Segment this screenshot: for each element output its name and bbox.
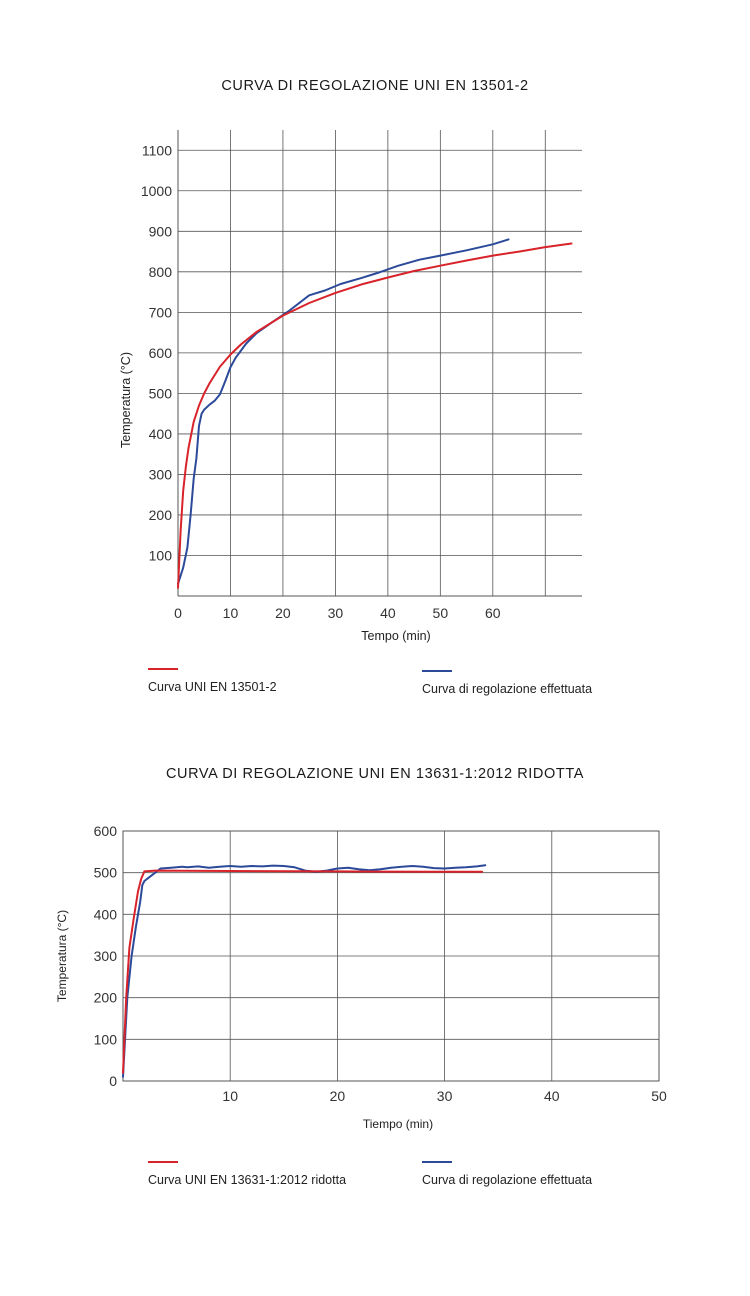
x-tick-label: 60 xyxy=(485,605,501,621)
chart-title: CURVA DI REGOLAZIONE UNI EN 13631-1:2012… xyxy=(165,766,584,782)
y-tick-label: 200 xyxy=(94,990,118,1006)
x-tick-label: 30 xyxy=(437,1088,453,1104)
x-tick-label: 0 xyxy=(174,605,182,621)
y-tick-label: 300 xyxy=(149,466,173,482)
series-line-reference xyxy=(177,242,573,589)
series-line-measured xyxy=(122,864,487,1078)
series-line-measured xyxy=(177,238,510,585)
x-tick-label: 20 xyxy=(275,605,291,621)
y-tick-label: 300 xyxy=(94,948,118,964)
legend-label: Curva UNI EN 13501-2 xyxy=(148,680,277,694)
chart-uni-en-13631-1-2012-ridotta: CURVA DI REGOLAZIONE UNI EN 13631-1:2012… xyxy=(0,740,750,1296)
y-tick-label: 500 xyxy=(149,385,173,401)
legend-swatch xyxy=(148,1161,178,1163)
legend-label: Curva UNI EN 13631-1:2012 ridotta xyxy=(148,1173,347,1187)
x-tick-label: 10 xyxy=(223,605,239,621)
y-axis-title: Temperatura (°C) xyxy=(55,910,69,1002)
y-tick-label: 800 xyxy=(149,264,173,280)
x-tick-label: 40 xyxy=(380,605,396,621)
x-tick-label: 50 xyxy=(651,1088,667,1104)
x-tick-label: 50 xyxy=(433,605,449,621)
chart-title: CURVA DI REGOLAZIONE UNI EN 13501-2 xyxy=(221,78,529,94)
x-tick-label: 30 xyxy=(328,605,344,621)
legend-label: Curva di regolazione effettuata xyxy=(422,682,593,696)
y-tick-label: 100 xyxy=(94,1031,118,1047)
x-axis-title: Tiempo (min) xyxy=(363,1117,433,1131)
x-tick-label: 10 xyxy=(222,1088,238,1104)
y-axis-title: Temperatura (°C) xyxy=(119,352,133,448)
plot-area: 100 200 300 400 500 600 700 800 900 1000 1100 0 10 20… xyxy=(119,130,582,643)
y-tick-label: 100 xyxy=(149,547,173,563)
y-tick-label: 400 xyxy=(94,906,118,922)
y-tick-label: 500 xyxy=(94,865,118,881)
legend-label: Curva di regolazione effettuata xyxy=(422,1173,593,1187)
y-tick-label: 600 xyxy=(94,823,118,839)
y-tick-label: 400 xyxy=(149,426,173,442)
y-tick-label: 1100 xyxy=(142,142,172,158)
y-tick-label: 1000 xyxy=(141,183,172,199)
y-tick-label: 700 xyxy=(149,304,173,320)
legend-swatch xyxy=(148,668,178,670)
legend-swatch xyxy=(422,670,452,672)
legend-swatch xyxy=(422,1161,452,1163)
series-line-reference xyxy=(122,869,484,1074)
plot-area: 0 100 200 300 400 500 600 10 20 30 40 50 Tiempo (min… xyxy=(55,823,667,1131)
x-tick-label: 20 xyxy=(330,1088,346,1104)
y-tick-label: 0 xyxy=(109,1073,117,1089)
y-tick-label: 900 xyxy=(149,223,173,239)
y-tick-label: 200 xyxy=(149,507,173,523)
chart-uni-en-13501-2: CURVA DI REGOLAZIONE UNI EN 13501-2 100 2… xyxy=(119,78,593,696)
x-axis-title: Tempo (min) xyxy=(361,629,430,643)
x-tick-label: 40 xyxy=(544,1088,560,1104)
y-tick-label: 600 xyxy=(149,345,173,361)
